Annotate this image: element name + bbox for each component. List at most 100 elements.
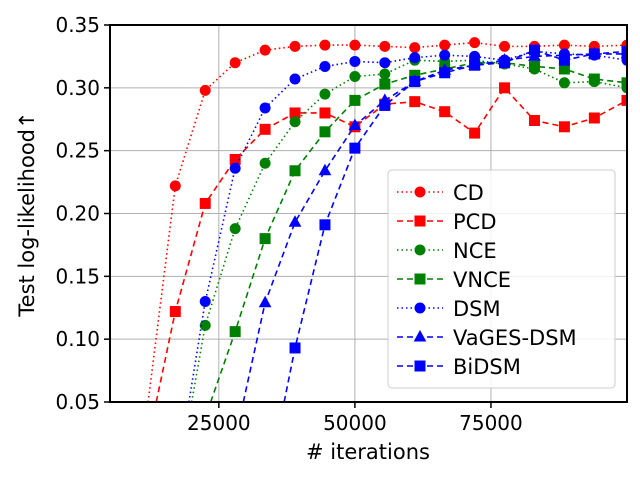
- data-point-dsm: [379, 57, 391, 69]
- data-point-vnce: [289, 165, 301, 177]
- data-point-pcd: [199, 197, 211, 209]
- legend-label: BiDSM: [453, 355, 521, 379]
- data-point-pcd: [439, 106, 451, 118]
- legend-entry-cd: CD: [397, 181, 484, 205]
- data-point-nce: [349, 71, 361, 83]
- y-tick-label: 0.15: [55, 264, 100, 288]
- x-tick-label: 75000: [459, 411, 523, 435]
- data-point-pcd: [259, 123, 271, 135]
- data-point-bidsm: [439, 67, 451, 79]
- data-point-dsm: [229, 162, 241, 174]
- legend-label: VNCE: [453, 268, 511, 292]
- data-point-pcd: [499, 82, 511, 94]
- data-point-pcd: [621, 94, 627, 106]
- legend-marker: [414, 186, 426, 198]
- y-tick-label: 0.30: [55, 76, 100, 100]
- data-point-pcd: [528, 115, 540, 127]
- data-point-cd: [349, 39, 361, 51]
- data-point-nce: [379, 68, 391, 80]
- data-point-cd: [439, 39, 451, 51]
- x-axis-label: # iterations: [306, 440, 430, 464]
- legend-box: [387, 169, 616, 389]
- series-layer: [147, 37, 627, 402]
- data-point-vnce: [379, 78, 391, 90]
- data-point-pcd: [588, 112, 600, 124]
- data-point-vnce: [588, 73, 600, 85]
- tick-marks: [104, 24, 492, 408]
- legend-marker: [414, 360, 426, 372]
- data-point-bidsm: [499, 57, 511, 69]
- legend-label: VaGES-DSM: [453, 326, 577, 350]
- data-point-bidsm: [588, 48, 600, 60]
- data-point-bidsm: [528, 44, 540, 56]
- data-point-nce: [199, 319, 211, 331]
- legend-marker: [414, 244, 426, 256]
- data-point-pcd: [469, 127, 481, 139]
- series-line-dsm: [188, 50, 627, 402]
- data-point-cd: [169, 180, 181, 192]
- series-bidsm: [283, 44, 627, 402]
- data-point-bidsm: [409, 76, 421, 88]
- legend-entry-vages-dsm: VaGES-DSM: [397, 326, 577, 350]
- data-point-cd: [409, 42, 421, 54]
- data-point-vages-dsm: [318, 163, 332, 176]
- data-point-vnce: [621, 77, 627, 89]
- y-tick-label: 0.35: [55, 13, 100, 37]
- data-point-nce: [229, 223, 241, 235]
- legend: CD PCD NCE VNCE DSM VaGES-DSM BiDSM: [387, 169, 616, 389]
- data-point-vnce: [319, 126, 331, 138]
- data-point-dsm: [289, 73, 301, 85]
- legend-entry-pcd: PCD: [397, 210, 497, 234]
- data-point-cd: [469, 37, 481, 49]
- y-tick-label: 0.25: [55, 139, 100, 163]
- data-point-cd: [199, 84, 211, 96]
- data-point-dsm: [319, 60, 331, 72]
- data-point-bidsm: [558, 54, 570, 66]
- legend-entry-dsm: DSM: [397, 297, 501, 321]
- data-point-cd: [229, 57, 241, 69]
- data-point-bidsm: [469, 59, 481, 71]
- data-point-vnce: [349, 94, 361, 106]
- data-point-vages-dsm: [348, 118, 362, 131]
- data-point-vnce: [259, 233, 271, 245]
- series-line-nce: [190, 59, 627, 402]
- data-point-bidsm: [379, 99, 391, 111]
- data-point-vnce: [229, 326, 241, 338]
- data-point-vages-dsm: [288, 215, 302, 227]
- data-point-pcd: [409, 96, 421, 108]
- data-point-nce: [289, 116, 301, 128]
- data-point-dsm: [349, 55, 361, 67]
- y-tick-label: 0.10: [55, 327, 100, 351]
- data-point-vages-dsm: [258, 295, 272, 308]
- x-tick-label: 50000: [323, 411, 387, 435]
- data-point-cd: [379, 40, 391, 52]
- tick-labels: 25000 50000 75000 0.05 0.10 0.15 0.20 0.25 0.30 0…: [55, 13, 522, 435]
- data-point-pcd: [319, 107, 331, 119]
- data-point-pcd: [169, 306, 181, 318]
- legend-label: NCE: [453, 239, 497, 263]
- data-point-nce: [319, 88, 331, 100]
- data-point-bidsm: [319, 219, 331, 231]
- legend-label: DSM: [453, 297, 501, 321]
- data-point-dsm: [439, 49, 451, 61]
- legend-marker: [414, 302, 426, 314]
- data-point-bidsm: [621, 45, 627, 57]
- data-point-cd: [259, 44, 271, 56]
- y-tick-label: 0.20: [55, 202, 100, 226]
- legend-label: CD: [453, 181, 484, 205]
- data-point-cd: [319, 39, 331, 51]
- legend-marker: [414, 215, 426, 227]
- data-point-dsm: [409, 52, 421, 64]
- data-point-cd: [289, 40, 301, 52]
- y-axis-label: Test log-likelihood↑: [15, 111, 39, 317]
- data-point-dsm: [259, 102, 271, 114]
- data-point-cd: [499, 40, 511, 52]
- legend-entry-bidsm: BiDSM: [397, 355, 521, 379]
- legend-entry-nce: NCE: [397, 239, 497, 263]
- data-point-pcd: [558, 121, 570, 133]
- legend-entry-vnce: VNCE: [397, 268, 511, 292]
- legend-label: PCD: [453, 210, 497, 234]
- data-point-bidsm: [289, 342, 301, 354]
- data-point-dsm: [199, 295, 211, 307]
